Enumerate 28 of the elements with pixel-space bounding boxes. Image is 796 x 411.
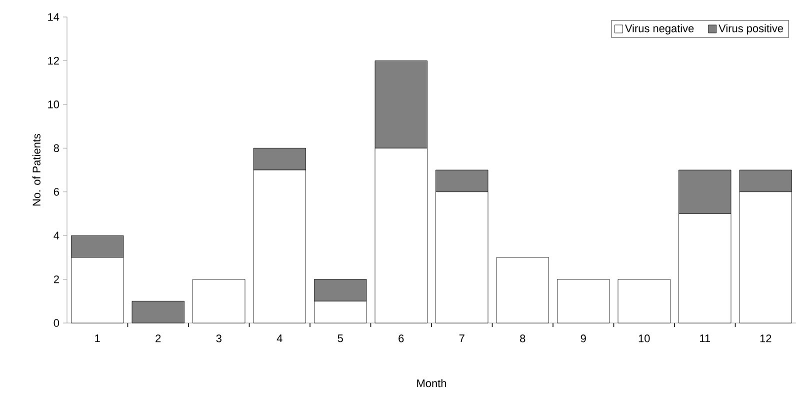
bar xyxy=(192,279,246,324)
y-tick-label: 6 xyxy=(54,188,59,196)
y-tick-label: 4 xyxy=(54,232,60,240)
x-tick-label: 12 xyxy=(760,334,772,342)
x-tick-label: 10 xyxy=(638,334,650,342)
y-tick-label: 2 xyxy=(54,275,59,284)
x-tick-label: 8 xyxy=(520,334,526,342)
bar xyxy=(496,257,549,324)
x-tick-label: 1 xyxy=(95,334,100,342)
y-tick-label: 14 xyxy=(48,13,60,21)
y-tick-label: 12 xyxy=(48,56,59,65)
y-tick-label: 8 xyxy=(54,144,59,152)
x-tick-label: 11 xyxy=(700,334,710,342)
x-tick-label: 2 xyxy=(156,334,161,342)
y-tick-label: 0 xyxy=(54,319,60,327)
x-tick-label: 4 xyxy=(276,334,282,342)
x-axis-title: Month xyxy=(417,379,446,388)
legend-label: Virus negative xyxy=(624,24,694,34)
x-tick-label: 5 xyxy=(338,334,343,342)
y-axis-title: No. of Patients xyxy=(32,134,40,206)
x-tick-label: 7 xyxy=(459,334,464,342)
legend-label: Virus positive xyxy=(718,24,784,34)
bar xyxy=(557,279,610,324)
x-tick-label: 6 xyxy=(398,334,404,342)
bar xyxy=(618,279,670,324)
x-tick-label: 9 xyxy=(580,334,586,342)
y-tick-label: 10 xyxy=(48,100,60,108)
x-tick-label: 3 xyxy=(216,334,222,342)
